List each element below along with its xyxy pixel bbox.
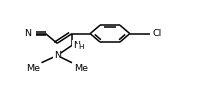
Text: H: H — [78, 44, 83, 50]
Text: Me: Me — [26, 64, 40, 73]
Text: Me: Me — [74, 64, 88, 73]
Text: N: N — [24, 29, 32, 38]
Text: N: N — [73, 41, 80, 50]
Text: N: N — [54, 51, 61, 60]
Text: Cl: Cl — [152, 29, 161, 38]
